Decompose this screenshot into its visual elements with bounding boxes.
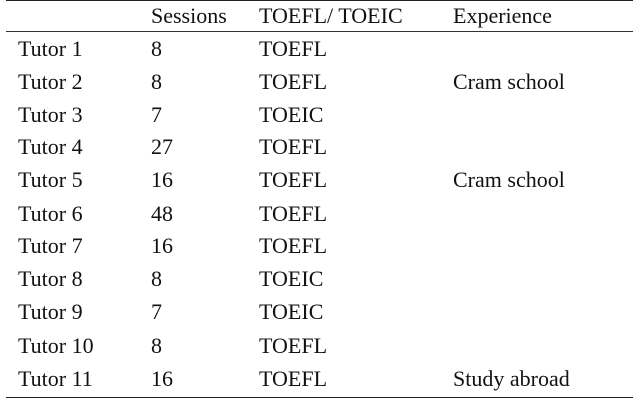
tutor-name-cell: Tutor 1	[18, 36, 83, 61]
tutor-name-cell: Tutor 8	[18, 266, 83, 291]
table-header-rule	[6, 31, 633, 32]
test-cell: TOEFL	[259, 233, 328, 258]
table-row: Tutor 9 7 TOEIC	[6, 296, 633, 328]
test-cell: TOEFL	[259, 69, 328, 94]
table-row: Tutor 1 8 TOEFL	[6, 33, 633, 65]
tutor-name-cell: Tutor 5	[18, 167, 83, 192]
tutor-name-cell: Tutor 6	[18, 201, 83, 226]
table-top-rule	[6, 0, 633, 1]
table-row: Tutor 8 8 TOEIC	[6, 263, 633, 295]
sessions-cell: 27	[151, 134, 173, 159]
experience-cell: Cram school	[453, 167, 565, 192]
tutor-name-cell: Tutor 11	[18, 366, 93, 391]
tutor-name-cell: Tutor 9	[18, 299, 83, 324]
header-cell-sessions: Sessions	[151, 3, 227, 28]
table-row: Tutor 7 16 TOEFL	[6, 230, 633, 262]
tutor-name-cell: Tutor 4	[18, 134, 83, 159]
tutor-name-cell: Tutor 10	[18, 333, 94, 358]
test-cell: TOEFL	[259, 167, 328, 192]
table-row: Tutor 10 8 TOEFL	[6, 330, 633, 362]
sessions-cell: 8	[151, 69, 162, 94]
test-cell: TOEIC	[259, 299, 324, 324]
table-row: Tutor 2 8 TOEFL Cram school	[6, 66, 633, 98]
table-row: Tutor 11 16 TOEFL Study abroad	[6, 363, 633, 395]
table-row: Tutor 3 7 TOEIC	[6, 99, 633, 131]
sessions-cell: 16	[151, 233, 173, 258]
tutor-name-cell: Tutor 2	[18, 69, 83, 94]
tutor-name-cell: Tutor 7	[18, 233, 83, 258]
sessions-cell: 8	[151, 266, 162, 291]
header-cell-experience: Experience	[453, 3, 552, 28]
test-cell: TOEFL	[259, 36, 328, 61]
tutor-name-cell: Tutor 3	[18, 102, 83, 127]
sessions-cell: 48	[151, 201, 173, 226]
test-cell: TOEFL	[259, 134, 328, 159]
experience-cell: Study abroad	[453, 366, 570, 391]
sessions-cell: 8	[151, 36, 162, 61]
sessions-cell: 8	[151, 333, 162, 358]
test-cell: TOEIC	[259, 102, 324, 127]
header-cell-test: TOEFL/ TOEIC	[259, 3, 403, 28]
table-row: Tutor 5 16 TOEFL Cram school	[6, 164, 633, 196]
table-row: Tutor 4 27 TOEFL	[6, 131, 633, 163]
sessions-cell: 16	[151, 167, 173, 192]
test-cell: TOEFL	[259, 366, 328, 391]
sessions-cell: 7	[151, 299, 162, 324]
sessions-cell: 7	[151, 102, 162, 127]
table-header-row: Sessions TOEFL/ TOEIC Experience	[6, 0, 633, 32]
table-bottom-rule	[6, 397, 633, 398]
test-cell: TOEFL	[259, 201, 328, 226]
sessions-cell: 16	[151, 366, 173, 391]
experience-cell: Cram school	[453, 69, 565, 94]
test-cell: TOEFL	[259, 333, 328, 358]
test-cell: TOEIC	[259, 266, 324, 291]
table-row: Tutor 6 48 TOEFL	[6, 198, 633, 230]
